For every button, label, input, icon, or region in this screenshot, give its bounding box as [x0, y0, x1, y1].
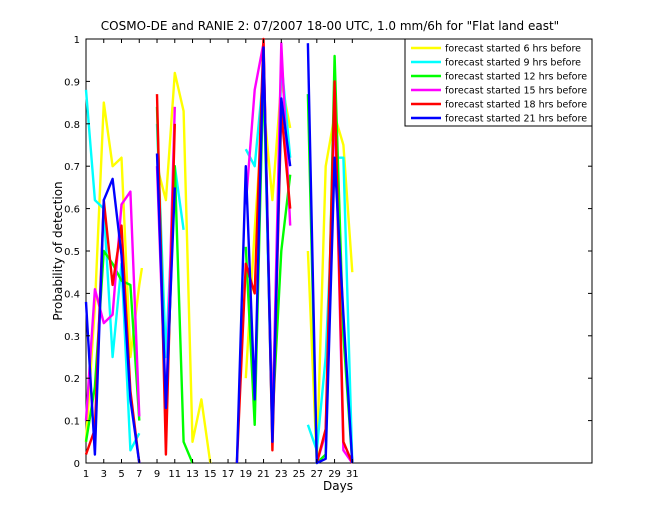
x-tick-label: 11 [168, 469, 181, 480]
chart-title: COSMO-DE and RANIE 2: 07/2007 18-00 UTC,… [101, 19, 559, 33]
x-tick-label: 25 [293, 469, 306, 480]
x-tick-label: 1 [83, 469, 89, 480]
y-tick-label: 0.2 [64, 374, 80, 385]
y-tick-label: 0.9 [64, 77, 80, 88]
legend-label-5: forecast started 21 hrs before [445, 114, 587, 125]
y-tick-label: 0 [74, 459, 80, 470]
series-line-0 [84, 71, 354, 465]
series-line-5 [84, 43, 354, 465]
legend: forecast started 6 hrs before forecast st… [404, 38, 593, 127]
y-tick-label: 0.7 [64, 162, 80, 173]
x-tick-label: 23 [275, 469, 288, 480]
x-axis-label: Days [323, 479, 353, 493]
legend-box [404, 38, 593, 127]
x-tick-label: 13 [186, 469, 199, 480]
series-line-4 [84, 37, 354, 464]
x-tick-label: 27 [310, 469, 323, 480]
x-tick-label: 29 [328, 469, 341, 480]
x-tick-label: 17 [222, 469, 235, 480]
y-tick-label: 0.5 [64, 247, 80, 258]
legend-label-2: forecast started 12 hrs before [445, 72, 587, 83]
x-tick-label: 15 [204, 469, 217, 480]
x-tick-label: 7 [136, 469, 142, 480]
y-tick-label: 0.8 [64, 120, 80, 131]
tick-layer: 1 3 5 7 9 11 13 15 17 19 21 23 25 27 29 3100.10.20.30.4… [64, 35, 592, 480]
legend-label-1: forecast started 9 hrs before [445, 58, 581, 69]
legend-label-3: forecast started 15 hrs before [445, 86, 587, 97]
x-tick-label: 31 [346, 469, 359, 480]
x-tick-label: 9 [154, 469, 160, 480]
x-tick-label: 5 [118, 469, 124, 480]
series-layer [84, 37, 354, 465]
y-tick-label: 1 [74, 35, 80, 46]
legend-label-0: forecast started 6 hrs before [445, 44, 581, 55]
x-tick-label: 19 [239, 469, 252, 480]
y-tick-label: 0.3 [64, 332, 80, 343]
x-tick-label: 3 [101, 469, 107, 480]
legend-label-4: forecast started 18 hrs before [445, 100, 587, 111]
y-tick-label: 0.1 [64, 417, 80, 428]
x-tick-label: 21 [257, 469, 270, 480]
y-tick-label: 0.6 [64, 205, 80, 216]
y-tick-label: 0.4 [64, 289, 80, 300]
y-axis-label: Probability of detection [51, 181, 65, 320]
